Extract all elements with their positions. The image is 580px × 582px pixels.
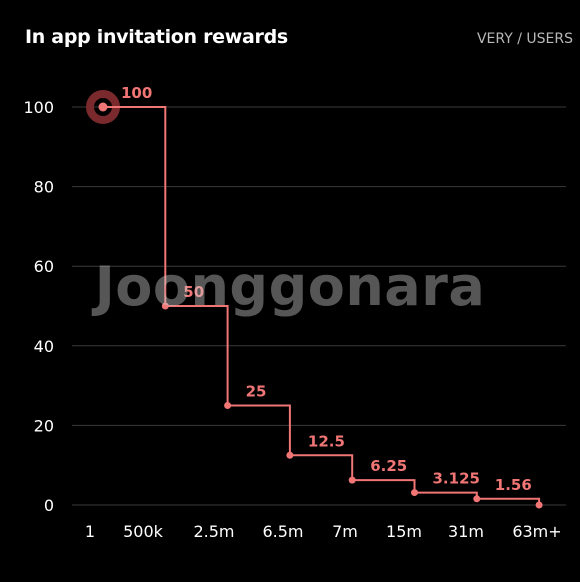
x-tick-label: 500k — [123, 522, 164, 541]
data-point — [411, 489, 418, 497]
y-tick-label: 100 — [23, 98, 54, 117]
y-tick-label: 80 — [34, 178, 54, 197]
data-label: 25 — [246, 383, 267, 401]
data-label: 50 — [183, 283, 204, 301]
data-label: 1.56 — [495, 476, 532, 494]
data-point — [286, 451, 294, 459]
data-point — [98, 102, 108, 112]
x-tick-label: 1 — [85, 522, 95, 541]
x-tick-label: 31m — [448, 522, 484, 541]
data-point — [348, 476, 356, 484]
data-point — [473, 495, 481, 503]
y-tick-label: 20 — [34, 416, 54, 435]
data-label: 3.125 — [433, 470, 480, 488]
x-tick-label: 7m — [332, 522, 358, 541]
data-point — [224, 402, 232, 409]
unit-label: VERY / USERS — [476, 31, 573, 47]
data-label: 6.25 — [370, 457, 407, 475]
data-point — [535, 501, 543, 509]
data-label: 12.5 — [308, 432, 345, 450]
data-label: 100 — [121, 84, 152, 102]
x-tick-label: 2.5m — [193, 522, 234, 541]
x-tick-label: 15m — [386, 522, 422, 541]
chart-title: In app invitation rewards — [25, 26, 288, 48]
x-tick-label: 6.5m — [262, 522, 303, 541]
x-tick-label: 63m+ — [512, 522, 561, 541]
y-tick-label: 40 — [34, 337, 54, 356]
y-tick-label: 0 — [44, 496, 54, 515]
y-tick-label: 60 — [34, 257, 54, 276]
data-point — [161, 302, 169, 310]
